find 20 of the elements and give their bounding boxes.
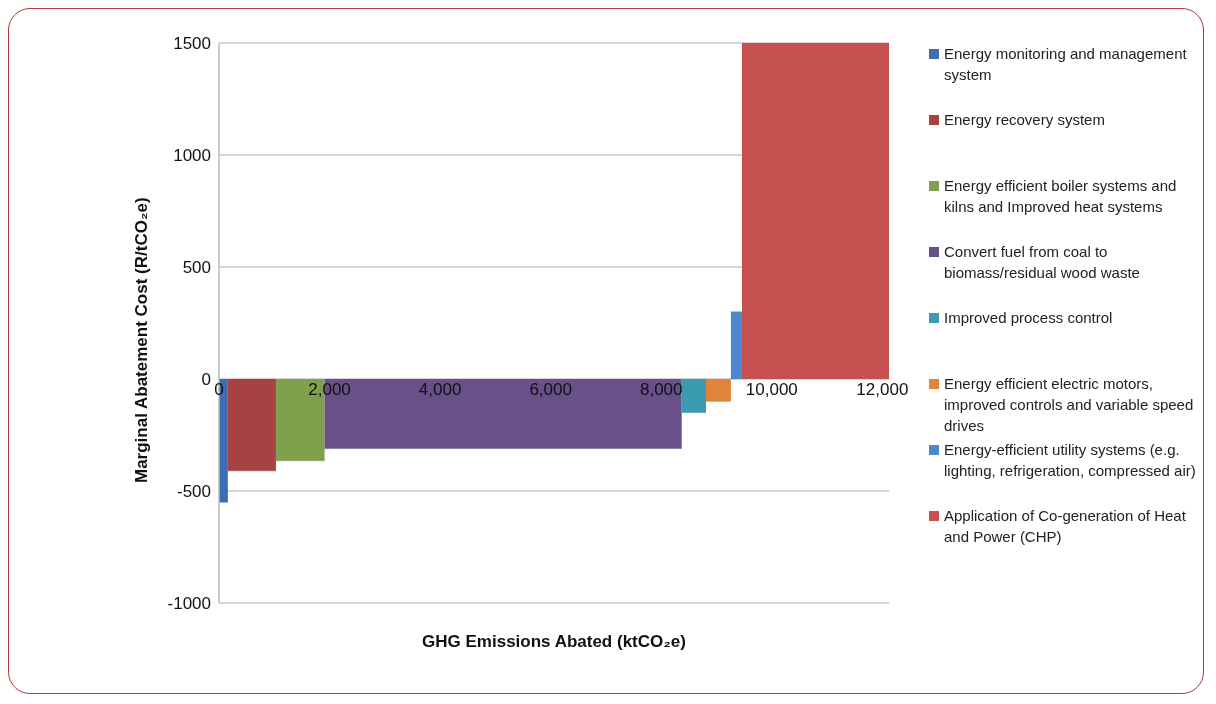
x-tick-label: 4,000: [418, 380, 462, 399]
legend-label: Energy monitoring and management system: [944, 44, 1188, 85]
x-tick-label: 6,000: [529, 380, 572, 399]
y-tick-label: 500: [182, 258, 211, 278]
legend-label: Application of Co-generation of Heat and Power (CHP): [944, 506, 1187, 547]
x-axis-title: GHG Emissions Abated (ktCO₂e): [422, 632, 686, 651]
legend-label: Convert fuel from coal to biomass/residual wood waste: [944, 242, 1141, 283]
legend-label: Energy recovery system: [944, 110, 1105, 130]
y-tick-label: -1000: [167, 594, 211, 614]
legend-label: Energy efficient electric motors, improved controls and variable speed drives: [944, 374, 1195, 436]
legend-label: Energy efficient boiler systems and kilns and Improved heat systems: [944, 176, 1178, 217]
y-tick-label: -500: [176, 482, 211, 502]
y-tick-label: 1500: [173, 34, 211, 54]
x-tick-label: 12,000: [856, 380, 909, 399]
y-tick-label: 1000: [173, 146, 211, 166]
legend-label: Improved process control: [944, 308, 1113, 328]
x-tick-label: 10,000: [745, 380, 798, 399]
y-axis-title: Marginal Abatement Cost (R/tCO₂e): [132, 197, 152, 483]
x-tick-label: 8,000: [639, 380, 683, 399]
legend-label: Energy-efficient utility systems (e.g. lighting, refrigeration, compressed air): [944, 440, 1197, 481]
